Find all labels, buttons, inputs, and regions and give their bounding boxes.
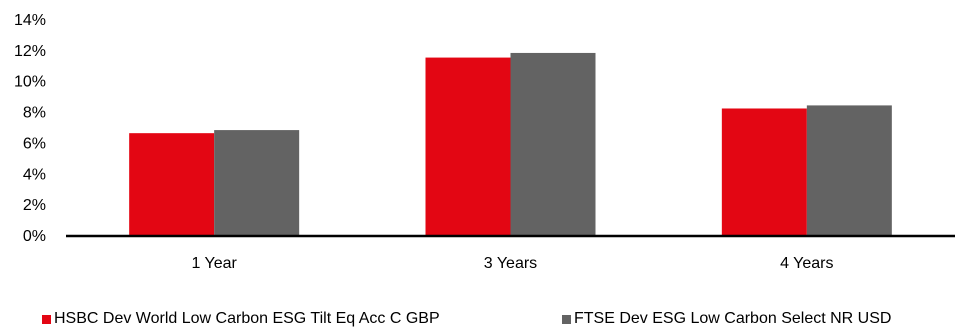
y-tick-label: 14% xyxy=(14,12,46,29)
y-tick-label: 2% xyxy=(23,197,46,214)
legend-label-hsbc: HSBC Dev World Low Carbon ESG Tilt Eq Ac… xyxy=(54,310,440,327)
bar-hsbc-2 xyxy=(721,108,807,235)
y-tick-label: 8% xyxy=(23,105,46,122)
y-tick-label: 6% xyxy=(23,135,46,152)
bar-hsbc-0 xyxy=(129,133,215,235)
y-axis: 0% 2% 4% 6% 8% 10% 12% 14% xyxy=(14,12,46,245)
bar-ftse-2 xyxy=(806,105,892,236)
legend-item-hsbc: HSBC Dev World Low Carbon ESG Tilt Eq Ac… xyxy=(42,310,440,328)
y-tick-label: 12% xyxy=(14,43,46,60)
x-category-label: 4 Years xyxy=(780,255,833,272)
x-axis: 1 Year 3 Years 4 Years xyxy=(66,234,955,272)
y-tick-label: 4% xyxy=(23,166,46,183)
legend-swatch-hsbc xyxy=(42,314,51,324)
bars xyxy=(129,52,892,236)
x-category-label: 1 Year xyxy=(191,255,237,272)
x-category-label: 3 Years xyxy=(484,255,537,272)
y-tick-label: 10% xyxy=(14,74,46,91)
bar-hsbc-1 xyxy=(425,57,511,236)
bar-ftse-1 xyxy=(510,52,596,235)
bar-ftse-0 xyxy=(214,130,300,235)
legend: HSBC Dev World Low Carbon ESG Tilt Eq Ac… xyxy=(0,310,955,328)
y-tick-label: 0% xyxy=(23,228,46,245)
legend-swatch-ftse xyxy=(562,314,571,324)
legend-item-ftse: FTSE Dev ESG Low Carbon Select NR USD xyxy=(562,310,891,328)
legend-label-ftse: FTSE Dev ESG Low Carbon Select NR USD xyxy=(574,310,892,327)
